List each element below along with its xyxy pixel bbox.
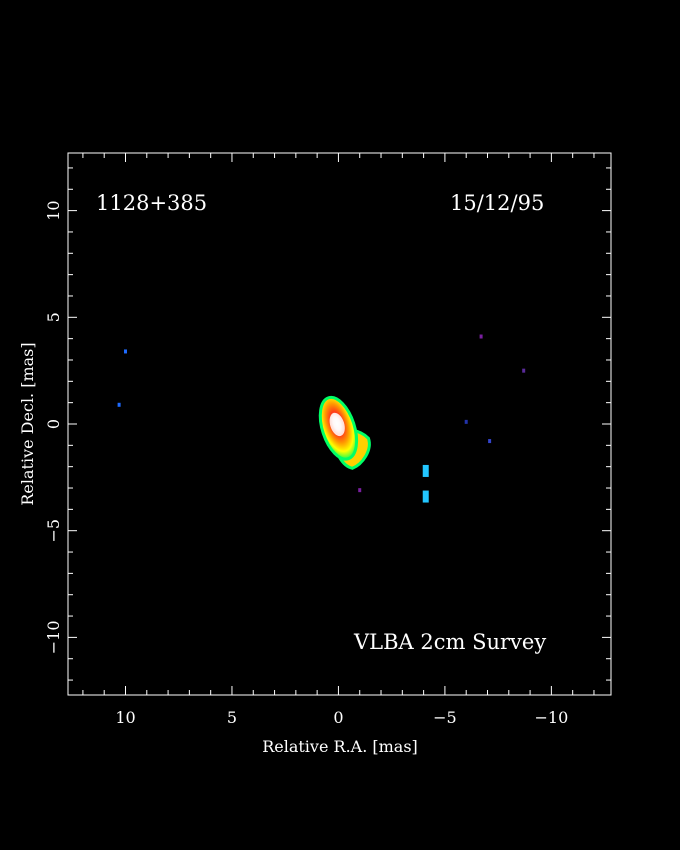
axis-ticks	[68, 153, 611, 695]
faint-feature-mark	[488, 439, 492, 444]
source-label: 1128+385	[96, 191, 207, 215]
survey-label: VLBA 2cm Survey	[353, 630, 546, 654]
faint-feature-mark	[117, 402, 121, 407]
x-tick-label: 0	[333, 708, 343, 727]
epoch-label: 15/12/95	[450, 191, 544, 215]
y-tick-label: 10	[44, 200, 63, 220]
x-axis-label: Relative R.A. [mas]	[262, 737, 418, 756]
y-tick-label: 5	[44, 312, 63, 322]
faint-feature-mark	[522, 368, 526, 373]
y-tick-label: 0	[44, 419, 63, 429]
x-tick-labels: 10 5 0 −5 −10	[115, 708, 568, 727]
x-tick-label: 10	[115, 708, 135, 727]
faint-feature-mark	[123, 349, 127, 354]
faint-feature-mark	[464, 419, 468, 424]
faint-feature-mark	[422, 464, 429, 477]
faint-feature-mark	[358, 488, 362, 493]
core-emission	[318, 395, 371, 470]
faint-feature-mark	[422, 490, 429, 503]
y-tick-labels: 10 5 0 −5 −10	[44, 200, 63, 654]
faint-features	[117, 334, 526, 503]
x-tick-label: −5	[433, 708, 457, 727]
y-tick-label: −5	[44, 519, 63, 543]
y-tick-label: −10	[44, 621, 63, 655]
faint-feature-mark	[479, 334, 483, 339]
x-tick-label: −10	[534, 708, 568, 727]
y-axis-label: Relative Decl. [mas]	[18, 342, 37, 505]
core-peak	[329, 412, 345, 437]
x-tick-label: 5	[227, 708, 237, 727]
